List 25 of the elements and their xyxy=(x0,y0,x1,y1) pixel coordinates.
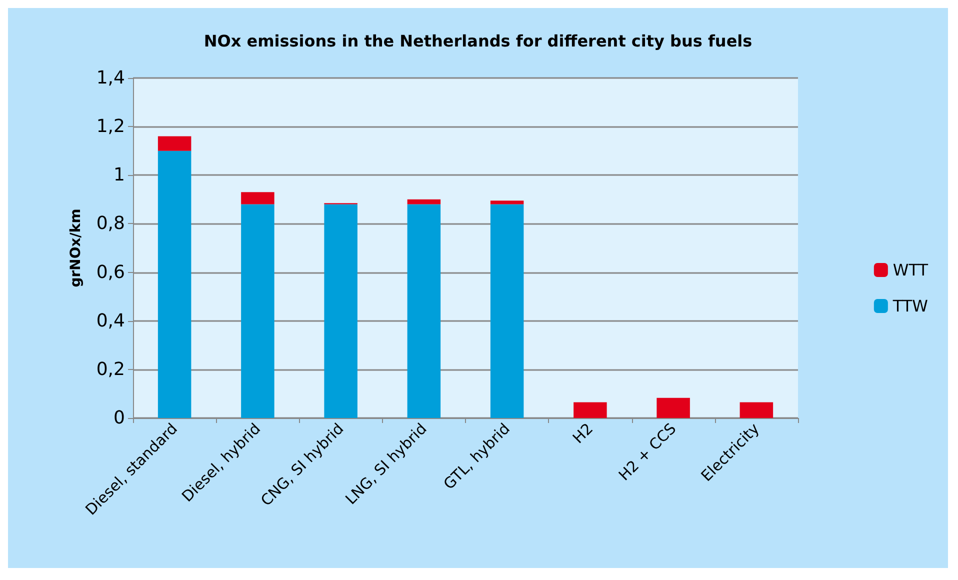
bar xyxy=(407,204,441,418)
bar xyxy=(490,204,524,418)
bar xyxy=(158,136,192,151)
bar xyxy=(241,204,274,418)
bar xyxy=(740,402,774,418)
bar xyxy=(490,200,524,204)
legend-label: WTT xyxy=(892,260,928,280)
legend-label: TTW xyxy=(892,296,928,316)
bar xyxy=(656,398,690,418)
y-tick-label: 0,2 xyxy=(96,358,125,380)
bar xyxy=(158,150,192,418)
y-tick-label: 0,8 xyxy=(96,213,125,234)
bar xyxy=(241,192,274,204)
y-tick-label: 1 xyxy=(114,164,125,186)
chart-title: NOx emissions in the Netherlands for different city bus fuels xyxy=(204,32,752,50)
y-axis-title: grNOx/km xyxy=(68,208,84,288)
x-tick-label: H2 xyxy=(569,420,597,448)
y-tick-label: 0,6 xyxy=(96,262,125,283)
y-tick-label: 0 xyxy=(114,408,125,428)
y-tick-label: 1,4 xyxy=(96,68,125,88)
bar xyxy=(574,402,607,418)
bar xyxy=(324,204,358,418)
y-tick-label: 1,2 xyxy=(96,116,125,138)
y-tick-label: 0,4 xyxy=(96,310,125,332)
bar xyxy=(407,199,441,204)
